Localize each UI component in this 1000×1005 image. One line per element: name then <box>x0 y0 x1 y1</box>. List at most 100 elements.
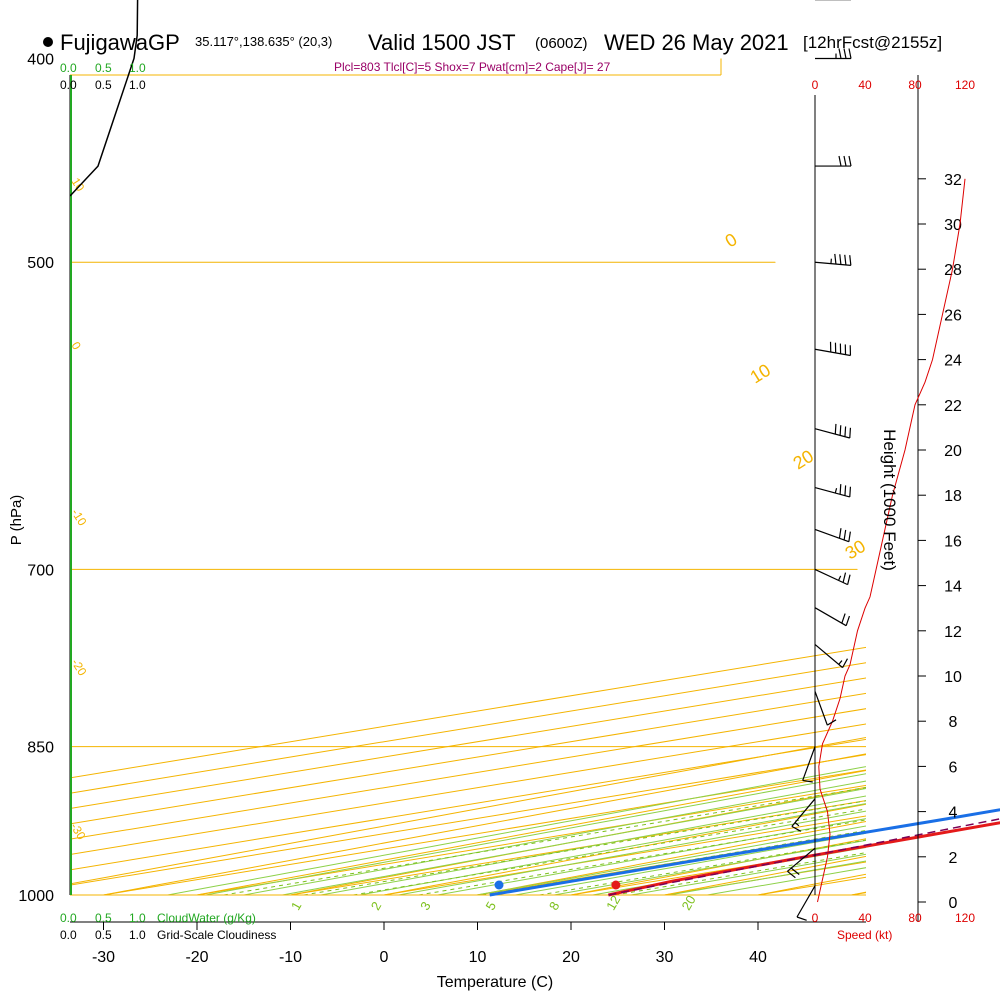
cloudiness-scale-bottom-1: 0.5 <box>95 928 112 942</box>
dry-adiabat <box>148 0 1000 940</box>
mixing-ratio-label: 5 <box>483 899 500 913</box>
isotherm-label: 20 <box>790 446 818 474</box>
moist-adiabat <box>412 0 1000 940</box>
upper-right-mask <box>721 59 867 605</box>
speed-tick-label-top: 120 <box>955 78 975 92</box>
grid-layer: 100-10-200102030-30123581220250300400500… <box>0 0 1000 966</box>
forecast-label: [12hrFcst@2155z] <box>803 33 942 52</box>
wind-barb-feather <box>835 424 836 434</box>
wind-barb-feather <box>840 484 841 494</box>
wind-barb-feather <box>844 530 846 540</box>
wind-barb-staff <box>815 691 827 725</box>
utc-time: (0600Z) <box>535 35 588 52</box>
dry-adiabat <box>907 0 1000 940</box>
height-tick-label: 22 <box>944 398 962 415</box>
cloudiness-scale-bottom-2: 1.0 <box>129 928 146 942</box>
speed-tick-label-top: 80 <box>908 78 922 92</box>
mixing-ratio-line <box>419 59 1000 896</box>
mixing-ratio-line <box>353 59 1000 896</box>
pressure-tick-label: 1000 <box>18 888 54 905</box>
moist-adiabat <box>374 0 1000 940</box>
wind-barb-feather <box>839 528 841 538</box>
wind-barb-feather <box>850 428 851 438</box>
height-tick-label: 2 <box>949 850 958 867</box>
wind-barb-feather <box>846 616 849 626</box>
height-tick-label: 16 <box>944 533 962 550</box>
temperature-tick-label: 30 <box>656 949 674 966</box>
temperature-tick-label: 10 <box>469 949 487 966</box>
sounding-indices: Plcl=803 Tlcl[C]=5 Shox=7 Pwat[cm]=2 Cap… <box>334 60 611 74</box>
cloudiness-scale-top-1: 0.5 <box>95 78 112 92</box>
cloudwater-scale-top-2: 1.0 <box>129 61 146 75</box>
wind-barb <box>815 484 850 497</box>
height-tick-label: 24 <box>944 353 962 370</box>
wind-barb <box>815 644 847 667</box>
dry-adiabat <box>338 0 1000 940</box>
pressure-tick-label: 850 <box>27 740 54 757</box>
station-name: FujigawaGP <box>60 30 180 55</box>
moist-adiabat <box>150 0 1000 940</box>
height-tick-label: 12 <box>944 624 962 641</box>
surface-dewpoint-point <box>495 881 504 890</box>
isotherm-line <box>852 0 1000 895</box>
wind-barb-feather <box>797 917 807 920</box>
wind-barb-feather <box>843 573 845 583</box>
cloudwater-scale-top-0: 0.0 <box>60 61 77 75</box>
wind-barb <box>815 569 850 584</box>
temperature-tick-label: -30 <box>92 949 115 966</box>
mixing-ratio-label: 8 <box>546 899 563 913</box>
y-axis-title: P (hPa) <box>8 495 25 546</box>
station-coords: 35.117°,138.635° (20,3) <box>195 34 332 49</box>
height-tick-label: 10 <box>944 669 962 686</box>
cloudwater-scale-bottom-0: 0.0 <box>60 911 77 925</box>
valid-time: Valid 1500 JST <box>368 30 516 55</box>
temperature-tick-label: -10 <box>279 949 302 966</box>
valid-date: WED 26 May 2021 <box>604 30 789 55</box>
wind-barb-feather <box>848 575 850 585</box>
temperature-tick-label: -20 <box>185 949 208 966</box>
height-tick-label: 14 <box>944 579 962 596</box>
temperature-tick-label: 20 <box>562 949 580 966</box>
height-tick-label: 0 <box>949 895 958 912</box>
wind-barb-feather <box>842 614 845 624</box>
speed-tick-label-top: 0 <box>812 78 819 92</box>
speed-tick-label-bottom: 0 <box>812 911 819 925</box>
pressure-tick-label: 700 <box>27 562 54 579</box>
wind-barb-feather <box>827 720 836 725</box>
height-tick-label: 26 <box>944 307 962 324</box>
isotherm-line <box>384 0 1000 895</box>
mixing-ratio-line <box>482 59 1000 896</box>
moist-adiabat <box>187 0 1000 940</box>
height-tick-label: 20 <box>944 443 962 460</box>
station-dot-icon <box>43 37 53 47</box>
wind-barb-halffeather <box>839 661 842 665</box>
speed-tick-label-bottom: 40 <box>858 911 872 925</box>
pressure-tick-label: 400 <box>27 52 54 69</box>
cloudwater-scale-top-1: 0.5 <box>95 61 112 75</box>
wind-barb-feather <box>840 425 841 435</box>
wind-barb-halffeather <box>835 488 836 493</box>
speed-axis-title: Speed (kt) <box>837 928 892 942</box>
height-tick-label: 32 <box>944 172 962 189</box>
cloudwater-scale-bottom-2: 1.0 <box>129 911 146 925</box>
speed-tick-label-bottom: 120 <box>955 911 975 925</box>
cloudiness-scale-top-2: 1.0 <box>129 78 146 92</box>
temperature-tick-label: 0 <box>380 949 389 966</box>
isotherm-label: 10 <box>747 360 775 388</box>
height-tick-label: 18 <box>944 488 962 505</box>
cloudwater-label: CloudWater (g/Kg) <box>157 911 256 925</box>
cloudwater-scale-bottom-1: 0.5 <box>95 911 112 925</box>
pressure-tick-label: 500 <box>27 255 54 272</box>
mixing-ratio-label: 12 <box>603 893 623 913</box>
speed-tick-label-top: 40 <box>858 78 872 92</box>
mixing-ratio-label: 1 <box>288 899 305 913</box>
wind-barb-feather <box>845 427 846 437</box>
mixing-ratio-label: 20 <box>679 893 699 913</box>
x-axis-title: Temperature (C) <box>437 974 553 991</box>
isotherm-label: 0 <box>722 229 741 251</box>
wind-barb <box>815 528 850 542</box>
wind-barb-feather <box>845 485 846 495</box>
cloudiness-scale-top-0: 0.0 <box>60 78 77 92</box>
